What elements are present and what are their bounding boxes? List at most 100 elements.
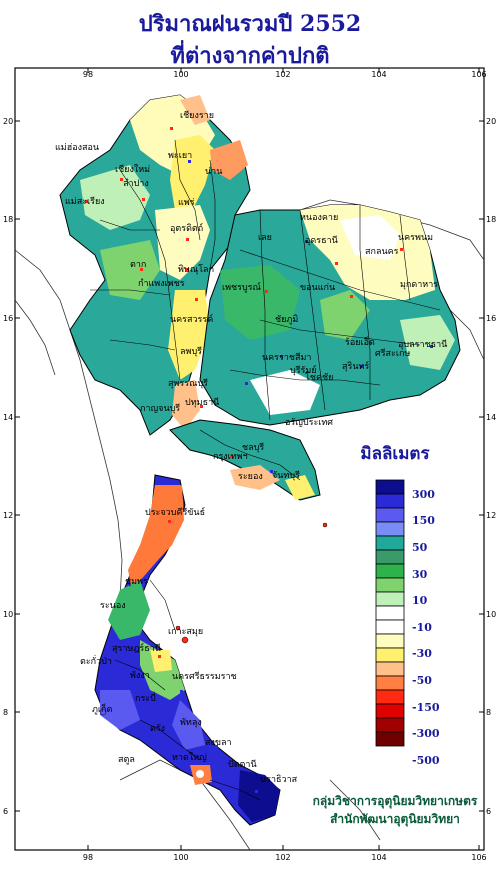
place-label: กระบี่ xyxy=(135,691,156,704)
place-label: เชียงใหม่ xyxy=(115,164,150,175)
legend-color-bar xyxy=(375,479,405,747)
place-label: กรุงเทพฯ xyxy=(213,452,248,462)
place-label: อุบลราชธานี xyxy=(398,339,447,350)
right-tick-label: 8 xyxy=(486,708,491,717)
place-label: พิษณุโลก xyxy=(178,264,214,275)
place-label: ระนอง xyxy=(100,601,126,611)
place-label: อุตรดิตถ์ xyxy=(170,222,203,234)
place-label: สุราษฎร์ธานี xyxy=(112,642,161,654)
right-tick-label: 14 xyxy=(486,413,496,422)
place-label: ระยอง xyxy=(238,472,263,482)
bottom-tick-label: 98 xyxy=(83,853,93,862)
left-tick-label: 14 xyxy=(3,413,13,422)
place-label: แม่สะเรียง xyxy=(65,196,105,207)
left-tick-label: 10 xyxy=(3,610,13,619)
legend-label: 30 xyxy=(412,568,428,581)
legend-swatch xyxy=(375,689,405,705)
place-label: บุรีรัมย์ xyxy=(290,364,317,376)
place-label: ชุมพร xyxy=(125,577,148,587)
legend-label: -300 xyxy=(412,727,440,740)
place-label: ปทุมธานี xyxy=(185,397,219,408)
place-label: อรัญประเทศ xyxy=(285,418,333,428)
right-tick-label: 6 xyxy=(486,807,491,816)
legend-swatch xyxy=(375,591,405,607)
place-label: ร้อยเอ็ด xyxy=(345,335,375,348)
legend-label: -50 xyxy=(412,674,432,687)
axis-ticks xyxy=(15,68,484,850)
place-label: สกลนคร xyxy=(365,247,399,257)
place-label: เกาะสมุย xyxy=(168,627,203,637)
place-label: น่าน xyxy=(205,167,222,177)
place-label: กาญจนบุรี xyxy=(140,403,180,414)
legend-label: 10 xyxy=(412,594,428,607)
place-label: หนองคาย xyxy=(300,213,338,223)
place-label: เลย xyxy=(258,233,272,243)
place-label: นครพนม xyxy=(398,233,433,243)
place-label: ชลบุรี xyxy=(242,442,264,453)
right-tick-label: 18 xyxy=(486,215,496,224)
left-tick-label: 12 xyxy=(3,511,13,520)
place-label: เชียงราย xyxy=(180,110,214,121)
legend-swatch xyxy=(375,563,405,579)
credit-line-2: สำนักพัฒนาอุตุนิยมวิทยา xyxy=(330,812,460,826)
right-tick-label: 20 xyxy=(486,117,496,126)
top-tick-label: 106 xyxy=(471,70,486,79)
map-subtitle: ที่ต่างจากค่าปกติ xyxy=(170,43,330,69)
place-label: นครราชสีมา xyxy=(262,352,311,363)
islands xyxy=(99,522,328,716)
legend-swatch xyxy=(375,633,405,649)
bottom-tick-label: 102 xyxy=(275,853,290,862)
top-tick-label: 98 xyxy=(83,70,93,79)
place-label: ปัตตานี xyxy=(228,759,257,770)
place-label: ศรีสะเกษ xyxy=(375,348,410,359)
legend-label: -150 xyxy=(412,701,440,714)
left-tick-label: 18 xyxy=(3,215,13,224)
right-tick-label: 16 xyxy=(486,314,496,323)
top-tick-label: 102 xyxy=(275,70,290,79)
place-label: แพร่ xyxy=(178,198,195,208)
legend-label: 150 xyxy=(412,514,435,527)
legend-swatch xyxy=(375,535,405,551)
legend-swatch xyxy=(375,521,405,537)
place-label: นครสวรรค์ xyxy=(170,313,213,325)
place-labels: เชียงราย แม่ฮ่องสอน เชียงใหม่ พะเยา ลำปา… xyxy=(55,110,447,785)
right-tick-label: 12 xyxy=(486,511,496,520)
place-label: นราธิวาส xyxy=(260,774,298,785)
legend-label: -500 xyxy=(412,754,440,767)
place-label: ลำปาง xyxy=(123,178,149,189)
left-tick-label: 20 xyxy=(3,117,13,126)
place-label: สงขลา xyxy=(205,738,232,748)
top-tick-label: 100 xyxy=(173,70,188,79)
place-label: หาดใหญ่ xyxy=(172,752,207,763)
legend-swatch xyxy=(375,493,405,509)
place-label: เพชรบูรณ์ xyxy=(222,281,261,293)
station-markers xyxy=(85,127,433,793)
place-label: สุรินทร์ xyxy=(342,360,369,372)
place-label: นครศรีธรรมราช xyxy=(172,671,237,682)
left-tick-label: 8 xyxy=(3,708,8,717)
legend-swatch xyxy=(375,619,405,635)
legend-labels: 300 150 50 30 10 -10 -30 -50 -150 -300 -… xyxy=(412,488,440,767)
place-label: สตูล xyxy=(118,755,135,765)
left-tick-label: 6 xyxy=(3,807,8,816)
legend-swatch xyxy=(375,731,405,747)
place-label: จันทบุรี xyxy=(272,470,300,481)
legend-title: มิลลิเมตร xyxy=(360,444,430,464)
place-label: ตาก xyxy=(130,260,146,270)
left-tick-label: 16 xyxy=(3,314,13,323)
thailand-rainfall-shading xyxy=(59,94,461,826)
legend-swatch xyxy=(375,605,405,621)
legend-swatch xyxy=(375,717,405,733)
legend-swatch xyxy=(375,661,405,677)
place-label: สุพรรณบุรี xyxy=(168,378,208,389)
place-label: พังงา xyxy=(130,671,150,681)
credit-line-1: กลุ่มวิชาการอุตุนิยมวิทยาเกษตร xyxy=(312,794,478,808)
top-tick-label: 104 xyxy=(371,70,386,79)
map-title: ปริมาณฝนรวมปี 2552 xyxy=(138,11,362,37)
place-label: ตรัง xyxy=(150,724,165,734)
place-label: มุกดาหาร xyxy=(400,280,438,290)
axis-labels: 98 100 102 104 106 98 100 102 104 106 20… xyxy=(3,70,496,862)
legend-swatch xyxy=(375,647,405,663)
legend-swatch xyxy=(375,703,405,719)
